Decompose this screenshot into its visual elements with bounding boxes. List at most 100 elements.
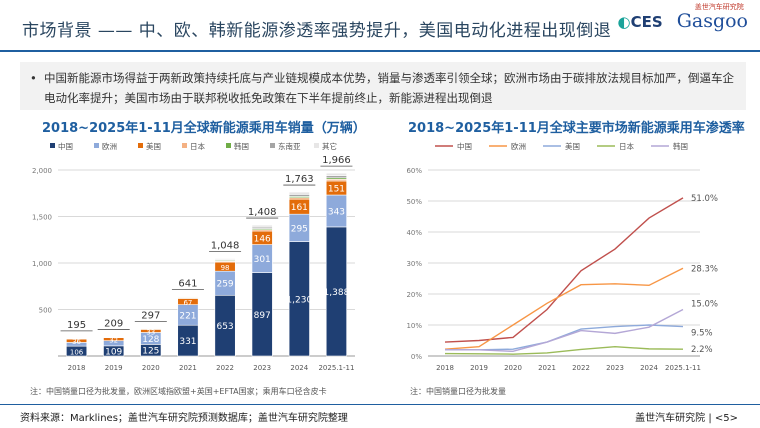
series-line bbox=[445, 308, 684, 353]
legend-label: 韩国 bbox=[234, 141, 249, 151]
legend-label: 欧洲 bbox=[511, 141, 526, 151]
end-value-label: 51.0% bbox=[691, 194, 718, 204]
bar-value-label: 1,388 bbox=[324, 288, 350, 298]
bar-segment bbox=[325, 175, 347, 179]
y-tick-label: 60% bbox=[406, 167, 422, 175]
x-tick-label: 2024 bbox=[290, 364, 308, 372]
footer-page: 盖世汽车研究院 | <5> bbox=[635, 413, 738, 424]
bar-value-label: 67 bbox=[183, 299, 192, 307]
bar-value-label: 106 bbox=[70, 349, 84, 357]
bar-value-label: 221 bbox=[179, 311, 196, 321]
total-label: 1,966 bbox=[322, 155, 351, 166]
legend-swatch bbox=[270, 143, 275, 148]
bar-value-label: 1,230 bbox=[286, 295, 312, 305]
total-label: 1,048 bbox=[211, 241, 240, 252]
x-tick-label: 2024 bbox=[640, 364, 658, 372]
total-label: 641 bbox=[178, 278, 197, 289]
bar-value-label: 653 bbox=[216, 322, 233, 332]
y-tick-label: 20% bbox=[406, 291, 422, 299]
legend-swatch bbox=[182, 143, 187, 148]
legend-label: 其它 bbox=[322, 141, 337, 151]
y-tick-label: 10% bbox=[406, 322, 422, 330]
y-tick-label: 40% bbox=[406, 229, 422, 237]
y-tick-label: 500 bbox=[39, 307, 52, 315]
series-line bbox=[444, 197, 684, 343]
left-chart-note: 注：中国销量口径为批发量，欧洲区域指欧盟+英国+EFTA国家；乘用车口径含皮卡 bbox=[30, 387, 327, 396]
bar-value-label: 343 bbox=[328, 207, 345, 217]
legend-label: 中国 bbox=[58, 141, 73, 151]
legend-swatch bbox=[314, 143, 319, 148]
page-title: 市场背景 —— 中、欧、韩新能源渗透率强势提升，美国电动化进程出现倒退 bbox=[22, 21, 612, 41]
end-value-label: 28.3% bbox=[691, 264, 718, 274]
bar-value-label: 259 bbox=[216, 280, 233, 290]
bar-segment bbox=[325, 172, 347, 176]
right-chart-note: 注：中国销量口径为批发量 bbox=[410, 387, 506, 396]
logos: ◐CES 盖世汽车研究院 Gasgoo bbox=[618, 3, 748, 32]
bar-segment bbox=[214, 258, 236, 260]
x-tick-label: 2021 bbox=[538, 364, 556, 372]
gasgoo-logo: 盖世汽车研究院 Gasgoo bbox=[676, 3, 748, 32]
summary-bullet: 中国新能源市场得益于两新政策持续托底与产业链规模成本优势，销量与渗透率引领全球；… bbox=[20, 62, 746, 110]
penetration-line-chart: 0% 10% 20% 30% 40% 50% 60% 2018 2019 2020 2021 2022… bbox=[406, 141, 718, 372]
total-label: 297 bbox=[141, 310, 160, 321]
end-value-label: 15.0% bbox=[691, 300, 718, 310]
bar-value-label: 331 bbox=[179, 337, 196, 347]
x-tick-label: 2025.1-11 bbox=[318, 364, 354, 372]
legend-label: 中国 bbox=[457, 141, 472, 151]
x-tick-label: 2021 bbox=[179, 364, 197, 372]
x-tick-label: 2023 bbox=[253, 364, 271, 372]
total-label: 1,763 bbox=[285, 174, 314, 185]
total-label: 1,408 bbox=[248, 207, 277, 218]
legend-swatch bbox=[138, 143, 143, 148]
bar-value-label: 897 bbox=[254, 311, 271, 321]
x-tick-label: 2022 bbox=[572, 364, 590, 372]
x-tick-label: 2018 bbox=[68, 364, 86, 372]
legend-label: 欧洲 bbox=[102, 141, 117, 151]
bar-segment bbox=[177, 296, 199, 298]
x-tick-label: 2022 bbox=[216, 364, 234, 372]
y-tick-label: 50% bbox=[406, 198, 422, 206]
bar-value-label: 125 bbox=[142, 347, 159, 357]
bar-value-label: 128 bbox=[142, 335, 159, 345]
bar-value-label: 161 bbox=[291, 203, 308, 213]
end-value-label: 9.5% bbox=[691, 329, 713, 339]
x-tick-label: 2020 bbox=[142, 364, 160, 372]
header-divider bbox=[0, 50, 760, 52]
x-tick-label: 2019 bbox=[105, 364, 123, 372]
bar-value-label: 32 bbox=[109, 337, 118, 345]
series-line bbox=[444, 345, 684, 355]
x-tick-label: 2023 bbox=[606, 364, 624, 372]
x-tick-label: 2019 bbox=[470, 364, 488, 372]
bar-value-label: 98 bbox=[221, 264, 230, 272]
bar-value-label: 146 bbox=[254, 234, 271, 244]
sales-bar-chart: 500 1,000 1,500 2,000 中国 欧洲 美国 日本 韩国 东南亚 其它 2018 106… bbox=[32, 141, 355, 372]
left-chart-title: 2018~2025年1-11月全球新能源乘用车销量（万辆） bbox=[42, 121, 366, 136]
footer-divider bbox=[0, 404, 760, 405]
y-tick-label: 1,000 bbox=[32, 260, 52, 268]
legend-swatch bbox=[226, 143, 231, 148]
total-label: 195 bbox=[67, 320, 86, 331]
bar-value-label: 109 bbox=[105, 347, 122, 357]
bar-value-label: 33 bbox=[146, 328, 155, 336]
bar-segment bbox=[288, 194, 310, 197]
right-chart-title: 2018~2025年1-11月全球主要市场新能源乘用车渗透率 bbox=[408, 121, 745, 136]
legend-label: 美国 bbox=[565, 141, 580, 151]
bar-value-label: 295 bbox=[291, 224, 308, 234]
x-tick-label: 2018 bbox=[436, 364, 454, 372]
x-tick-label: 2020 bbox=[504, 364, 522, 372]
y-tick-label: 0% bbox=[411, 353, 422, 361]
y-tick-label: 2,000 bbox=[32, 167, 52, 175]
footer-source: 资料来源：Marklines；盖世汽车研究院预测数据库；盖世汽车研究院整理 bbox=[20, 413, 348, 424]
bar-value-label: 151 bbox=[328, 184, 345, 194]
legend-label: 美国 bbox=[146, 141, 161, 151]
legend-label: 日本 bbox=[619, 141, 634, 151]
bar-value-label: 36 bbox=[72, 338, 81, 346]
legend-swatch bbox=[50, 143, 55, 148]
end-value-label: 2.2% bbox=[691, 345, 713, 355]
x-tick-label: 2025.1-11 bbox=[665, 364, 701, 372]
bar-value-label: 301 bbox=[254, 255, 271, 265]
legend-label: 日本 bbox=[190, 141, 205, 151]
series-line bbox=[444, 267, 684, 350]
y-tick-label: 1,500 bbox=[32, 214, 52, 222]
bar-segment bbox=[251, 224, 273, 228]
